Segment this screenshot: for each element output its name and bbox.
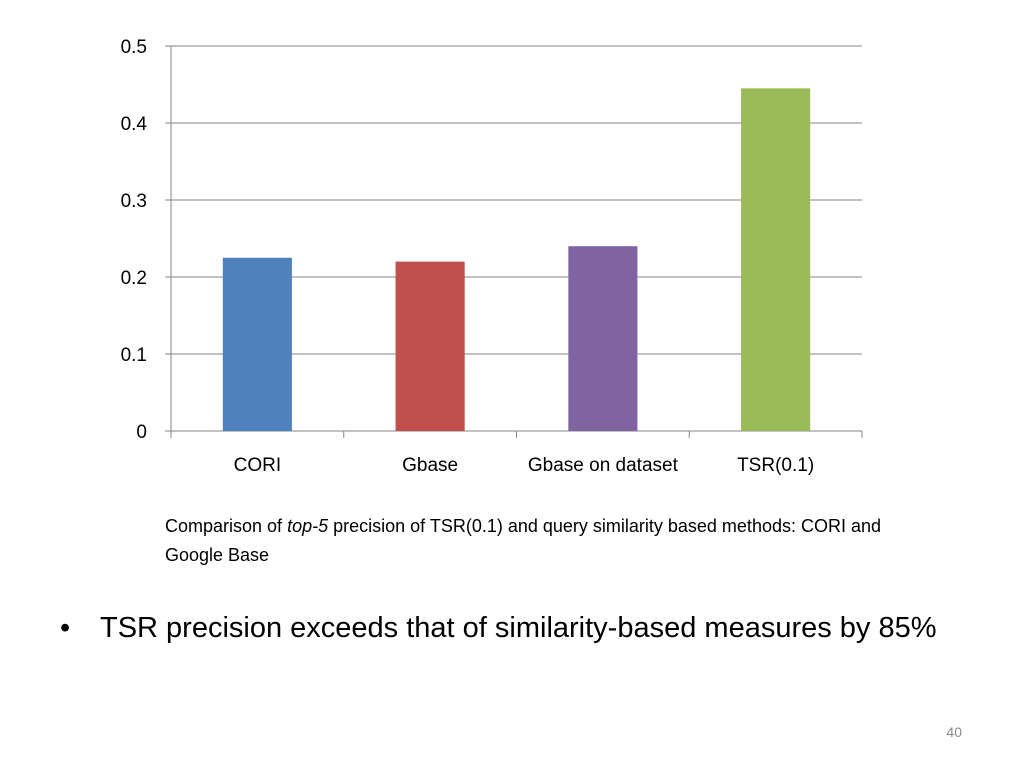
x-tick-label: Gbase <box>402 455 458 476</box>
bullet-marker: • <box>60 612 71 644</box>
x-tick-label: TSR(0.1) <box>737 455 814 476</box>
bar-gbase-on-dataset <box>568 246 638 431</box>
chart-svg: 0 0.1 0.2 0.3 0.4 0.5 CORI Gbase Gbase on datase… <box>121 37 863 476</box>
x-tick-label: Gbase on dataset <box>528 455 679 476</box>
y-tick-label: 0.2 <box>121 268 147 289</box>
caption-text-after: precision of TSR(0.1) and query similari… <box>165 516 882 565</box>
y-tick-label: 0 <box>136 422 147 443</box>
bar-gbase <box>395 261 465 431</box>
bullet-list: • TSR precision exceeds that of similari… <box>60 602 960 654</box>
bullet-item: • TSR precision exceeds that of similari… <box>60 602 960 654</box>
bullet-text: TSR precision exceeds that of similarity… <box>100 612 937 644</box>
figure-caption: Comparison of top-5 precision of TSR(0.1… <box>165 512 905 570</box>
y-tick-label: 0.4 <box>121 114 148 135</box>
bar-cori <box>222 257 292 431</box>
caption-emphasis: top-5 <box>287 516 329 536</box>
y-tick-label: 0.5 <box>121 37 147 58</box>
bar-chart: 0 0.1 0.2 0.3 0.4 0.5 CORI Gbase Gbase on datase… <box>121 37 863 476</box>
slide-number: 40 <box>946 724 962 740</box>
caption-text-before: Comparison of <box>165 516 288 536</box>
y-tick-label: 0.3 <box>121 191 147 212</box>
y-tick-label: 0.1 <box>121 345 147 366</box>
x-tick-label: CORI <box>234 455 282 476</box>
bar-tsr-0-1 <box>741 88 811 431</box>
